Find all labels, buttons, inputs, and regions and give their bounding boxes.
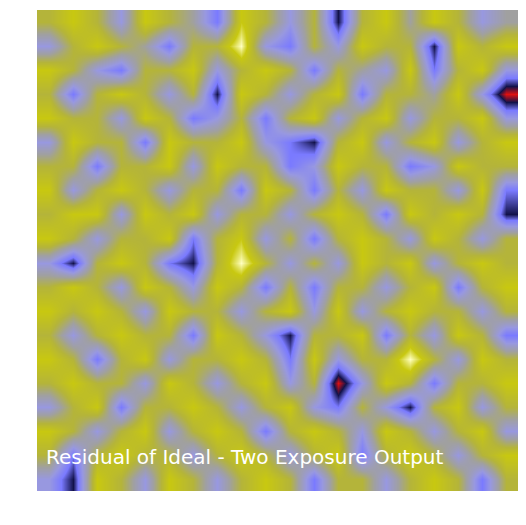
svg-text:Residual of Ideal - Two Exposu: Residual of Ideal - Two Exposure Output <box>46 445 444 469</box>
